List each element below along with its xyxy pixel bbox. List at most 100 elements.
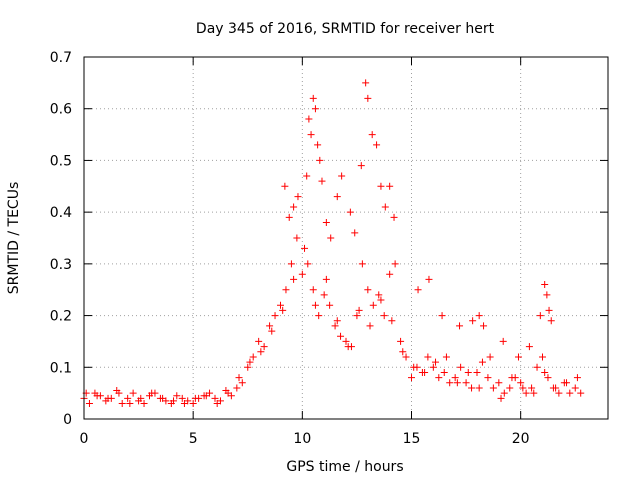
chart-title: Day 345 of 2016, SRMTID for receiver her… xyxy=(196,21,495,37)
data-point xyxy=(577,389,585,397)
data-point xyxy=(571,384,579,392)
data-point xyxy=(489,384,497,392)
data-point xyxy=(397,337,405,345)
data-point xyxy=(118,399,126,407)
data-point xyxy=(255,337,263,345)
data-point xyxy=(249,353,257,361)
data-point xyxy=(377,296,385,304)
data-point xyxy=(362,79,370,87)
data-point xyxy=(337,332,345,340)
data-point xyxy=(303,172,311,180)
data-point xyxy=(541,368,549,376)
data-point xyxy=(211,394,219,402)
data-point xyxy=(425,275,433,283)
y-tick-label: 0 xyxy=(63,412,72,428)
data-point xyxy=(326,301,334,309)
data-point xyxy=(307,131,315,139)
data-point xyxy=(355,306,363,314)
data-point xyxy=(543,291,551,299)
data-point xyxy=(331,322,339,330)
data-point xyxy=(390,213,398,221)
y-tick-label: 0.1 xyxy=(50,360,72,376)
data-point xyxy=(173,392,181,400)
data-point xyxy=(424,353,432,361)
data-point xyxy=(475,312,483,320)
x-tick-label: 15 xyxy=(403,431,421,447)
data-point xyxy=(298,270,306,278)
data-point xyxy=(442,353,450,361)
data-point xyxy=(446,379,454,387)
data-point xyxy=(464,368,472,376)
data-point xyxy=(410,363,418,371)
x-tick-label: 5 xyxy=(189,431,198,447)
data-point xyxy=(519,384,527,392)
data-point xyxy=(456,322,464,330)
data-point xyxy=(257,348,265,356)
data-point xyxy=(500,389,508,397)
data-point xyxy=(353,312,361,320)
data-point xyxy=(178,394,186,402)
data-point xyxy=(85,399,93,407)
data-point xyxy=(311,301,319,309)
data-point xyxy=(271,312,279,320)
data-point xyxy=(386,182,394,190)
data-point xyxy=(137,394,145,402)
data-point xyxy=(402,353,410,361)
data-point xyxy=(480,322,488,330)
grid-layer xyxy=(84,57,608,419)
data-point xyxy=(414,286,422,294)
data-point xyxy=(377,182,385,190)
data-point xyxy=(304,260,312,268)
data-point xyxy=(517,379,525,387)
y-tick-label: 0.2 xyxy=(50,309,72,325)
data-point xyxy=(233,384,241,392)
data-point xyxy=(351,229,359,237)
data-point xyxy=(375,291,383,299)
data-point xyxy=(508,374,516,382)
data-point xyxy=(368,131,376,139)
data-point xyxy=(486,353,494,361)
data-point xyxy=(573,374,581,382)
data-point xyxy=(358,260,366,268)
data-point xyxy=(453,379,461,387)
data-point xyxy=(366,322,374,330)
data-point xyxy=(429,363,437,371)
data-point xyxy=(115,389,123,397)
data-point xyxy=(290,203,298,211)
y-tick-label: 0.7 xyxy=(50,50,72,66)
y-tick-label: 0.4 xyxy=(50,205,72,221)
data-point xyxy=(539,353,546,361)
data-point xyxy=(536,312,544,320)
data-point xyxy=(475,384,483,392)
data-point xyxy=(333,317,341,325)
data-point xyxy=(124,394,132,402)
data-point xyxy=(309,94,317,102)
data-point xyxy=(364,286,372,294)
data-point xyxy=(514,353,522,361)
data-point xyxy=(435,374,443,382)
data-point xyxy=(140,399,148,407)
data-point xyxy=(364,94,372,102)
data-point xyxy=(530,389,538,397)
data-point xyxy=(369,301,377,309)
data-point xyxy=(506,384,514,392)
data-point xyxy=(541,281,549,289)
data-point xyxy=(484,374,492,382)
data-point xyxy=(327,234,335,242)
data-point xyxy=(246,358,254,366)
data-point xyxy=(293,234,301,242)
data-point xyxy=(391,260,399,268)
data-point xyxy=(301,244,309,252)
data-point xyxy=(268,327,276,335)
data-point xyxy=(357,162,365,170)
data-point xyxy=(322,218,330,226)
data-point xyxy=(213,399,221,407)
data-point xyxy=(126,399,134,407)
data-point xyxy=(547,317,555,325)
data-point xyxy=(563,379,571,387)
data-point xyxy=(244,363,252,371)
data-point xyxy=(311,105,319,113)
data-point xyxy=(373,141,381,149)
y-axis-label: SRMTID / TECUs xyxy=(6,182,22,295)
data-point xyxy=(381,203,389,211)
